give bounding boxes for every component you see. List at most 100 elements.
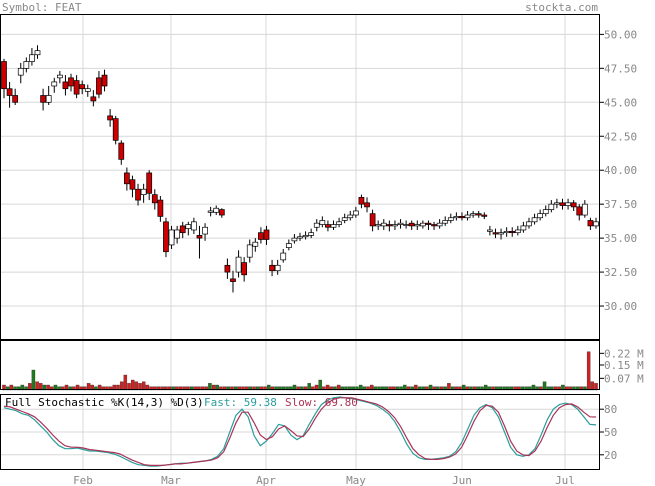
candle-body [514,229,521,234]
price-tick-label: 47.50 [604,62,637,75]
candle-body [185,224,192,229]
volume-bar [542,381,547,391]
candle-body [581,203,588,216]
candle-body [576,206,583,216]
candle-body [280,252,287,261]
candle-body [420,222,426,227]
candle-body [6,88,13,96]
candle-body [403,224,409,226]
candle-body [34,50,41,56]
candle-body [364,202,370,208]
candle-body [442,220,449,224]
candle-body [408,222,415,227]
candle-body [135,188,141,201]
volume-bar [318,379,322,391]
price-tick-label: 35.00 [604,232,637,245]
candle-body [252,241,259,247]
candle-body [587,220,594,227]
stochastic-slow-label: Slow: 69.80 [285,396,358,409]
candle-body [554,202,560,205]
candle-body [124,172,130,185]
stochastic-fast-label: Fast: 59.38 [204,396,277,409]
candle-body [470,213,476,216]
candle-body [453,216,460,219]
candle-body [23,61,30,69]
stochastic-tick-label: 80 [604,403,617,416]
candle-body [96,77,102,95]
candle-body [503,230,510,234]
volume-bar [31,369,36,391]
candle-body [319,220,326,225]
candle-body [285,243,292,248]
candle-body [537,213,544,219]
site-watermark: stockta.com [525,1,598,14]
candle-body [431,224,437,227]
volume-bars [2,351,598,391]
candle-body [258,232,264,240]
volume-bar [590,381,595,391]
stochastic-slow-line [3,397,597,466]
volume-bar [123,374,128,391]
price-tick-label: 37.50 [604,198,637,211]
candle-body [352,210,359,216]
candle-body [475,213,482,216]
panel-frames [0,14,600,470]
volume-tick-label: 0.15 M [604,359,644,372]
candle-body [202,226,208,235]
candle-body [291,237,298,242]
candle-body [207,210,214,213]
candle-body [174,229,180,239]
candle-body [548,203,555,210]
volume-panel-frame [0,340,600,390]
candle-body [224,264,231,273]
candle-body [481,214,488,217]
candle-body [297,236,303,239]
candle-body [308,232,315,236]
candle-body [302,235,309,238]
x-tick-label: Feb [73,474,93,486]
candle-body [487,229,493,232]
candle-body [168,229,175,246]
candle-body [140,188,147,196]
candle-body [369,213,376,227]
candle-body [84,88,91,92]
candle-body [498,232,504,235]
stochastic-tick-label: 20 [604,449,617,462]
x-tick-label: Jun [452,474,472,486]
candle-body [107,115,113,121]
price-candles [1,45,599,293]
candle-body [509,230,516,234]
price-tick-label: 42.50 [604,130,637,143]
price-tick-label: 45.00 [604,96,637,109]
price-tick-label: 30.00 [604,300,637,313]
x-tick-label: Mar [161,474,181,486]
candle-body [565,202,571,206]
stochastic-tick-label: 50 [604,426,617,439]
volume-bar [142,381,146,391]
candle-body [392,224,398,227]
candle-body [129,179,136,190]
candle-body [56,74,63,79]
volume-bar [130,379,135,391]
candle-body [447,217,454,221]
candle-body [414,224,421,227]
candle-body [196,235,203,239]
candle-body [118,142,125,160]
candle-body [40,95,46,103]
candle-body [386,224,393,227]
candle-body [436,222,443,227]
candle-body [230,278,236,282]
candle-body [570,202,577,208]
candle-body [146,172,153,194]
volume-tick-label: 0.07 M [604,372,644,385]
candle-body [559,202,566,206]
candle-body [336,221,342,225]
candle-body [520,225,527,231]
candle-body [29,54,35,62]
candle-body [90,96,97,102]
candle-body [213,207,220,213]
stochastic-title: Full Stochastic %K(14,3) %D(3) [5,396,204,409]
candle-body [191,221,197,231]
candle-body [593,221,599,227]
